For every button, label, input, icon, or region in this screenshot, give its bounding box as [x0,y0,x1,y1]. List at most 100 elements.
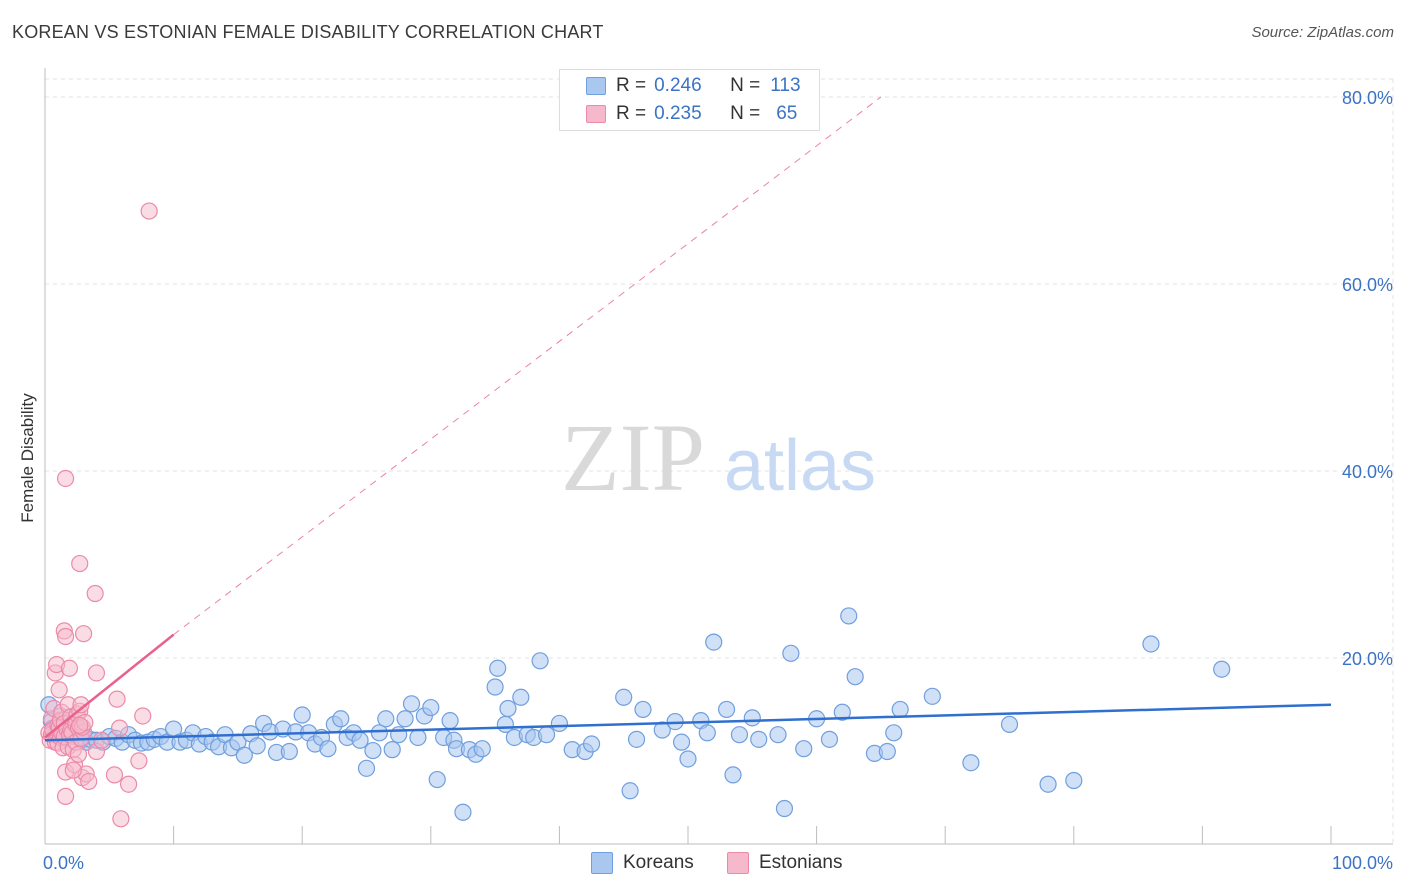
legend-item-koreans[interactable]: Koreans [591,852,694,874]
estonian-point [87,664,106,682]
korean-point [280,742,298,761]
korean-point [833,703,851,721]
korean-point [531,652,549,670]
estonians-legend-label: Estonians [759,852,843,873]
x-tick-label-min: 0.0% [43,853,84,873]
korean-point [962,754,980,772]
korean-point [724,766,742,784]
koreans-points [40,607,1231,821]
n-label: N = [730,75,761,96]
legend-row-estonians: R = 0.235 N = 65 [586,102,797,126]
korean-point [1213,660,1231,678]
korean-point [705,633,723,651]
korean-point [441,712,459,730]
korean-point [621,782,639,800]
estonian-point [60,659,79,677]
r-value: 0.246 [654,75,702,96]
koreans-legend-label: Koreans [623,852,694,873]
estonian-point [56,469,75,488]
estonians-swatch [586,105,606,123]
estonian-point [69,745,88,763]
estonian-point [112,810,130,828]
estonian-point [80,772,98,791]
estonian-point [71,554,89,573]
korean-point [512,688,530,706]
korean-point [422,698,440,717]
watermark: ZIP atlas [561,404,876,511]
watermark-atlas: atlas [724,426,876,506]
koreans-trend-line [44,703,1332,742]
y-tick-label: 60.0% [1342,275,1393,295]
korean-point [775,799,794,818]
korean-point [885,724,903,742]
estonian-point [134,707,152,725]
korean-point [332,710,350,728]
korean-point [795,740,813,758]
stats-legend: R = 0.246 N = 113 R = 0.235 N = 65 [559,69,820,131]
korean-point [679,750,697,768]
koreans-swatch [586,77,606,95]
x-tick-label-max: 100.0% [1332,853,1393,873]
korean-point [672,733,691,751]
n-value: 113 [770,75,801,96]
estonians-legend-swatch [727,852,749,874]
estonian-point [92,731,111,749]
y-tick-label: 20.0% [1342,649,1393,669]
estonian-point [64,761,82,779]
korean-point [473,740,491,758]
korean-point [537,726,556,744]
korean-point [1142,635,1160,653]
korean-point [293,706,311,724]
korean-point [357,759,376,777]
estonians-points [40,202,158,828]
korean-point [364,741,382,760]
estonian-point [50,681,68,699]
korean-point [235,746,253,764]
korean-point [840,607,858,625]
estonian-point [74,625,93,643]
korean-point [627,730,646,748]
korean-point [486,678,504,696]
korean-point [396,710,414,728]
korean-point [634,700,652,719]
estonian-point [71,716,89,734]
korean-point [454,803,472,821]
korean-point [409,728,427,747]
estonian-point [140,202,158,220]
n-value: 65 [776,103,798,124]
n-label: N = [730,103,761,124]
legend-row-koreans: R = 0.246 N = 113 [586,74,801,98]
korean-point [1065,771,1083,790]
trend-lines [44,96,1332,742]
korean-point [428,770,446,789]
korean-point [351,731,369,749]
y-tick-label: 40.0% [1342,462,1393,482]
korean-point [319,740,337,758]
korean-point [923,687,941,705]
estonian-point [86,584,104,603]
chart-title: KOREAN VS ESTONIAN FEMALE DISABILITY COR… [12,22,604,42]
korean-point [499,699,517,718]
korean-point [891,700,909,719]
korean-point [615,688,633,706]
korean-point [489,659,507,677]
korean-point [383,741,401,759]
korean-point [698,724,716,742]
estonians-trend-line [44,633,175,739]
axis-ticks: 20.0% 40.0% 60.0% 80.0% 0.0% 100.0% [43,88,1393,873]
korean-point [390,726,408,744]
korean-point [730,726,749,744]
korean-point [878,742,896,761]
estonian-point [119,775,138,793]
korean-point [1039,775,1057,793]
korean-point [750,730,768,748]
legend-item-estonians[interactable]: Estonians [727,852,842,874]
estonian-point [105,766,124,784]
korean-point [582,735,601,753]
korean-point [370,724,388,742]
estonian-point [110,719,129,737]
estonian-point [108,690,126,708]
koreans-legend-swatch [591,852,613,874]
korean-point [846,668,864,686]
